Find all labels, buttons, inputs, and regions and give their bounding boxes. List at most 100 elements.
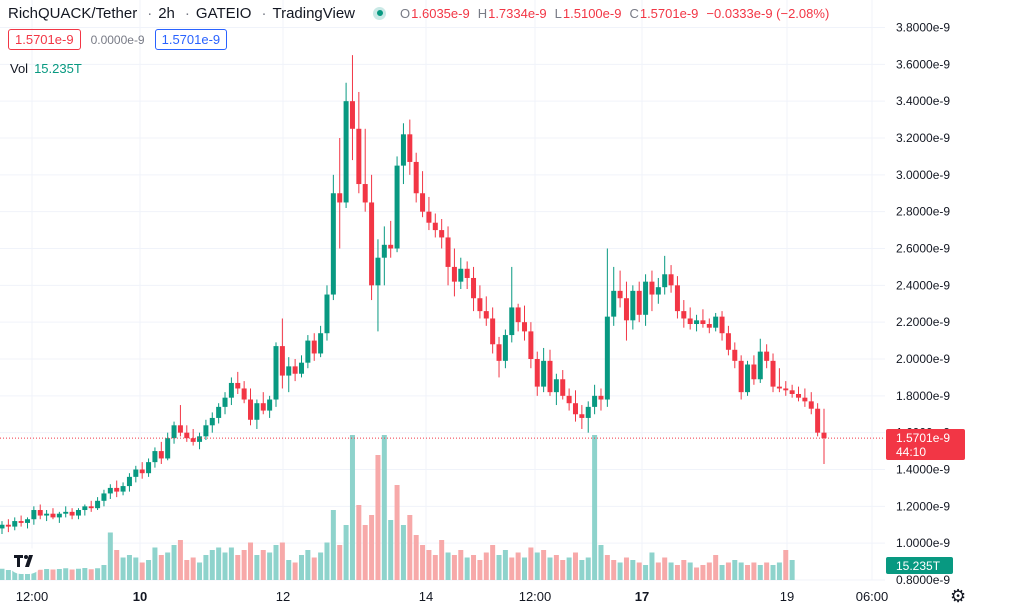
candle-body: [203, 425, 209, 437]
volume-bar: [12, 569, 18, 580]
candle-body: [107, 487, 113, 494]
price-axis: [885, 0, 1027, 613]
candle: [343, 82, 349, 208]
candle-body: [579, 414, 585, 418]
settings-gear-icon[interactable]: ⚙: [950, 586, 967, 606]
candle-body: [464, 268, 470, 278]
ohlc-open: O1.6035e-9: [400, 5, 470, 21]
candle: [107, 484, 113, 499]
candle: [783, 381, 789, 396]
candle-body: [241, 388, 247, 400]
symbol-name[interactable]: RichQUACK/Tether: [8, 4, 138, 22]
volume-bar: [349, 435, 355, 580]
candle: [114, 480, 120, 498]
volume-bar: [375, 455, 381, 580]
sell-button[interactable]: 1.5701e-9: [8, 29, 81, 50]
ohlc-change: −0.0333e-9 (−2.08%): [706, 5, 830, 21]
volume-bar: [267, 552, 273, 580]
volume-bar: [579, 560, 585, 580]
volume-bar: [114, 550, 120, 580]
candle-body: [694, 320, 700, 325]
tradingview-logo-icon[interactable]: [8, 548, 42, 574]
spread-value: 0.0000e-9: [90, 32, 145, 47]
candle: [592, 384, 598, 415]
volume-bar: [31, 568, 37, 580]
candle-body: [216, 406, 222, 418]
candle: [585, 401, 591, 433]
candle: [515, 303, 521, 332]
volume-bar: [254, 555, 260, 580]
candle: [197, 432, 203, 450]
volume-bar: [209, 550, 215, 580]
time-tick-label: 10: [133, 589, 147, 604]
volume-bar: [464, 557, 470, 580]
candle-body: [445, 237, 451, 267]
candle-body: [821, 432, 827, 439]
volume-bar: [407, 515, 413, 580]
candle: [751, 355, 757, 385]
candle: [375, 239, 381, 332]
volume-bar: [260, 550, 266, 580]
candle-body: [471, 277, 477, 299]
candle: [471, 266, 477, 312]
candle-body: [305, 340, 311, 363]
buy-button[interactable]: 1.5701e-9: [154, 29, 228, 50]
separator-dot: ·: [184, 4, 190, 22]
volume-bar: [630, 560, 636, 580]
volume-bar: [420, 545, 426, 580]
candle: [349, 55, 355, 161]
candle-body: [407, 134, 413, 162]
candle-body: [738, 360, 744, 393]
volume-bar: [101, 565, 107, 580]
interval[interactable]: 2h: [158, 4, 175, 22]
candle: [496, 336, 502, 378]
candle: [0, 521, 5, 534]
candle: [273, 342, 279, 407]
volume-bar: [356, 505, 362, 580]
candle: [420, 171, 426, 218]
candle-body: [5, 524, 11, 527]
candle-body: [617, 290, 623, 299]
candle: [165, 432, 171, 461]
volume-bar: [343, 525, 349, 580]
candle-body: [585, 406, 591, 418]
volume-bar: [451, 555, 457, 580]
candle: [356, 91, 362, 194]
volume-bar: [24, 569, 30, 580]
candle-body: [604, 316, 610, 400]
volume-bar: [668, 562, 674, 580]
volume-value: 15.235T: [34, 61, 82, 76]
candle: [611, 266, 617, 326]
volume-bar: [126, 555, 132, 580]
candle: [770, 353, 776, 393]
quote-row: 1.5701e-9 0.0000e-9 1.5701e-9: [8, 29, 228, 50]
candle-body: [458, 268, 464, 282]
candle-body: [298, 362, 304, 374]
volume-bar: [152, 547, 158, 580]
candle: [216, 403, 222, 424]
volume-last-label: 15.235T: [886, 557, 953, 574]
volume-bar: [426, 550, 432, 580]
candle-body: [509, 307, 515, 336]
time-tick-label: 19: [780, 589, 794, 604]
candle-body: [783, 388, 789, 391]
price-tick-label: 1.4000e-9: [896, 463, 950, 477]
candle: [815, 403, 821, 437]
candle-body: [566, 395, 572, 404]
candle: [458, 257, 464, 290]
volume-bar: [713, 555, 719, 580]
market-status-icon[interactable]: [373, 6, 387, 20]
price-tick-label: 2.6000e-9: [896, 242, 950, 256]
candle-body: [330, 193, 336, 295]
volume-bar: [337, 545, 343, 580]
candle: [31, 506, 37, 525]
candle-body: [184, 432, 190, 439]
time-tick-label: 17: [635, 589, 649, 604]
volume-bar: [381, 435, 387, 580]
volume-bar: [222, 552, 228, 580]
grid-lines: [0, 0, 885, 581]
candle-body: [311, 340, 317, 354]
candle-body: [725, 333, 731, 350]
svg-text:1.5701e-9: 1.5701e-9: [896, 431, 950, 445]
